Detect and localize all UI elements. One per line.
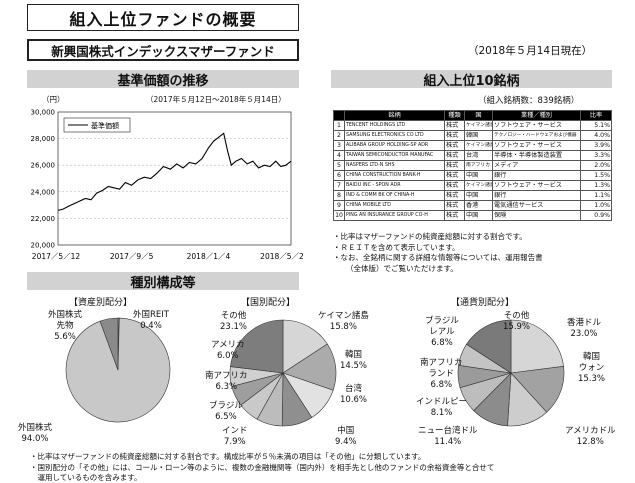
note-line: ・比率はマザーファンドの純資産総額に対する割合です。構成比率が５％未満の項目は「… <box>30 452 426 461</box>
legend-label: 基準価額 <box>91 121 119 130</box>
top10-table: 銘柄 種類国業種／種別 比率 1 TENCENT HOLDINGS LTD 株式 ケイマン… <box>333 110 612 221</box>
composition-title: 種別構成等 <box>27 272 299 291</box>
fund-name: 新興国株式インデックスマザーファンド <box>27 39 299 61</box>
pie-label: 南アフリカ 6.3% <box>205 371 248 392</box>
pie-label: 南アフリカ ランド 6.8% <box>420 358 463 390</box>
pie-label: 外国株式 94.0% <box>18 423 53 444</box>
y-tick-label: 26,000 <box>31 162 56 170</box>
x-tick-label: 2017／9／5 <box>110 252 154 261</box>
top10-title: 組入上位10銘柄 <box>331 70 612 89</box>
pie-label: ブラジル レアル 6.8% <box>425 316 459 348</box>
pie-slice <box>99 317 119 371</box>
x-tick-label: 2018／5／2 <box>260 252 304 261</box>
table-row: 7 BAIDU INC - SPON ADR 株式 ケイマン諸島 ソフトウェア・サービス… <box>333 180 612 191</box>
pie-label: ケイマン諸島 15.8% <box>318 311 369 332</box>
pie-slice <box>282 319 328 374</box>
y-tick-label: 22,000 <box>31 215 56 223</box>
country-pie-title: 【国別配分】 <box>241 298 296 308</box>
pie-label: 香港ドル 23.0% <box>567 318 602 339</box>
country-pie <box>229 319 337 427</box>
pie-label: ニュー台湾ドル 11.4% <box>418 426 478 447</box>
pie-slice <box>230 319 284 374</box>
asset-pie-title: 【資産別配分】 <box>69 298 133 308</box>
pie-label: 韓国 14.5% <box>340 350 368 371</box>
currency-pie-title: 【通貨別配分】 <box>451 298 515 308</box>
table-header-row: 銘柄 種類国業種／種別 比率 <box>333 110 612 121</box>
nav-section-title: 基準価額の推移 <box>27 70 299 89</box>
note-line: （全体版）でご覧いただけます。 <box>346 263 458 273</box>
chart-plot-area <box>57 111 292 246</box>
top10-count: （組入銘柄数：839銘柄） <box>478 96 580 106</box>
top10-notes: ・比率はマザーファンドの純資産総額に対する割合です。 ・ＲＥＩＴを含めて表示して… <box>333 232 623 274</box>
table-row: 5 NASPERS LTD-N SHS 株式 南アフリカ メディア 2.0% <box>333 160 612 171</box>
pie-label: アメリカドル 12.8% <box>565 426 616 447</box>
pie-slice <box>510 319 564 374</box>
nav-unit: （円） <box>42 95 65 104</box>
x-tick-label: 2017／5／12 <box>32 252 81 261</box>
x-tick-label: 2018／1／4 <box>187 252 231 261</box>
note-line: 運用しているものを含みます。 <box>30 473 142 482</box>
chart-legend: 基準価額 <box>63 117 131 133</box>
currency-pie <box>457 319 565 427</box>
pie-label: インドルピー 8.1% <box>416 397 468 418</box>
page-title: 組入上位ファンドの概要 <box>27 4 299 31</box>
table-row: 10 PING AN INSURANCE GROUP CO-H 株式 中国 保険 0.9% <box>333 210 612 221</box>
pie-label: 外国REIT 0.4% <box>133 310 169 331</box>
note-line: ・なお、全銘柄に関する詳細な情報等については、運用報告書 <box>333 253 543 262</box>
nav-series-line <box>57 132 292 211</box>
composition-notes: ・比率はマザーファンドの純資産総額に対する割合です。構成比率が５％未満の項目は「… <box>30 452 630 483</box>
y-tick-label: 20,000 <box>31 242 56 250</box>
pie-label: アメリカ 6.0% <box>211 340 245 361</box>
pie-label: 外国株式 先物 5.6% <box>48 310 83 342</box>
pie-label: その他 15.9% <box>503 311 531 332</box>
pie-slice <box>466 319 512 374</box>
note-line: ・ＲＥＩＴを含めて表示しています。 <box>333 242 460 252</box>
note-line: ・国別配分の「その他」には、コール・ローン等のように、複数の金融機関等（国内外）… <box>30 462 495 472</box>
table-cell-pct: 0.9% <box>580 210 612 221</box>
pie-label: 中国 9.4% <box>335 426 357 447</box>
y-tick-label: 30,000 <box>31 109 56 117</box>
table-row: 8 IND & COMM BK OF CHINA-H 株式 中国 銀行 1.1% <box>333 190 612 201</box>
pie-slice <box>510 365 565 413</box>
pie-label: 韓国 ウォン 15.3% <box>578 352 606 384</box>
as-of-date: （2018年５月14日現在） <box>468 45 593 57</box>
pie-label: インド 7.9% <box>222 426 248 447</box>
nav-period: （2017年５月12日〜2018年５月14日） <box>146 95 286 104</box>
y-tick-label: 24,000 <box>31 188 56 196</box>
nav-line-chart: 30,000 28,000 26,000 24,000 22,000 20,000 201… <box>31 109 305 262</box>
pie-label: その他 23.1% <box>220 311 248 332</box>
table-row: 4 TAIWAN SEMICONDUCTOR MANUFAC 株式 台湾 半導体・半導体… <box>333 150 612 161</box>
asset-pie <box>65 317 171 423</box>
pie-label: ブラジル 6.5% <box>209 401 243 422</box>
y-tick-label: 28,000 <box>31 135 56 143</box>
note-line: ・比率はマザーファンドの純資産総額に対する割合です。 <box>333 232 527 241</box>
pie-label: 台湾 10.6% <box>340 384 368 405</box>
